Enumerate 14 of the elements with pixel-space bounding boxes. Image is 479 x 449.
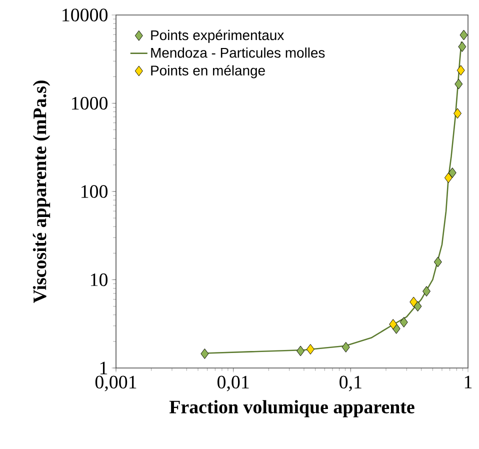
y-tick-label: 10000 [62, 8, 108, 22]
y-tick-label: 10 [90, 273, 108, 286]
legend-label: Points expérimentaux [151, 30, 284, 43]
x-tick-label: 0,001 [95, 376, 136, 392]
y-tick-label: 100 [82, 185, 108, 198]
legend-label: Mendoza - Particules molles [151, 48, 325, 58]
y-tick-label: 1 [100, 362, 108, 374]
x-tick-label: 0,1 [340, 376, 362, 392]
x-tick-label: 0,01 [217, 376, 249, 392]
legend-label: Points en mélange [151, 65, 265, 78]
y-axis-title: Viscosité apparente (mPa.s) [32, 80, 50, 303]
x-tick-label: 1 [464, 376, 472, 388]
x-axis-title: Fraction volumique apparente [169, 400, 414, 418]
y-tick-label: 1000 [72, 96, 108, 110]
